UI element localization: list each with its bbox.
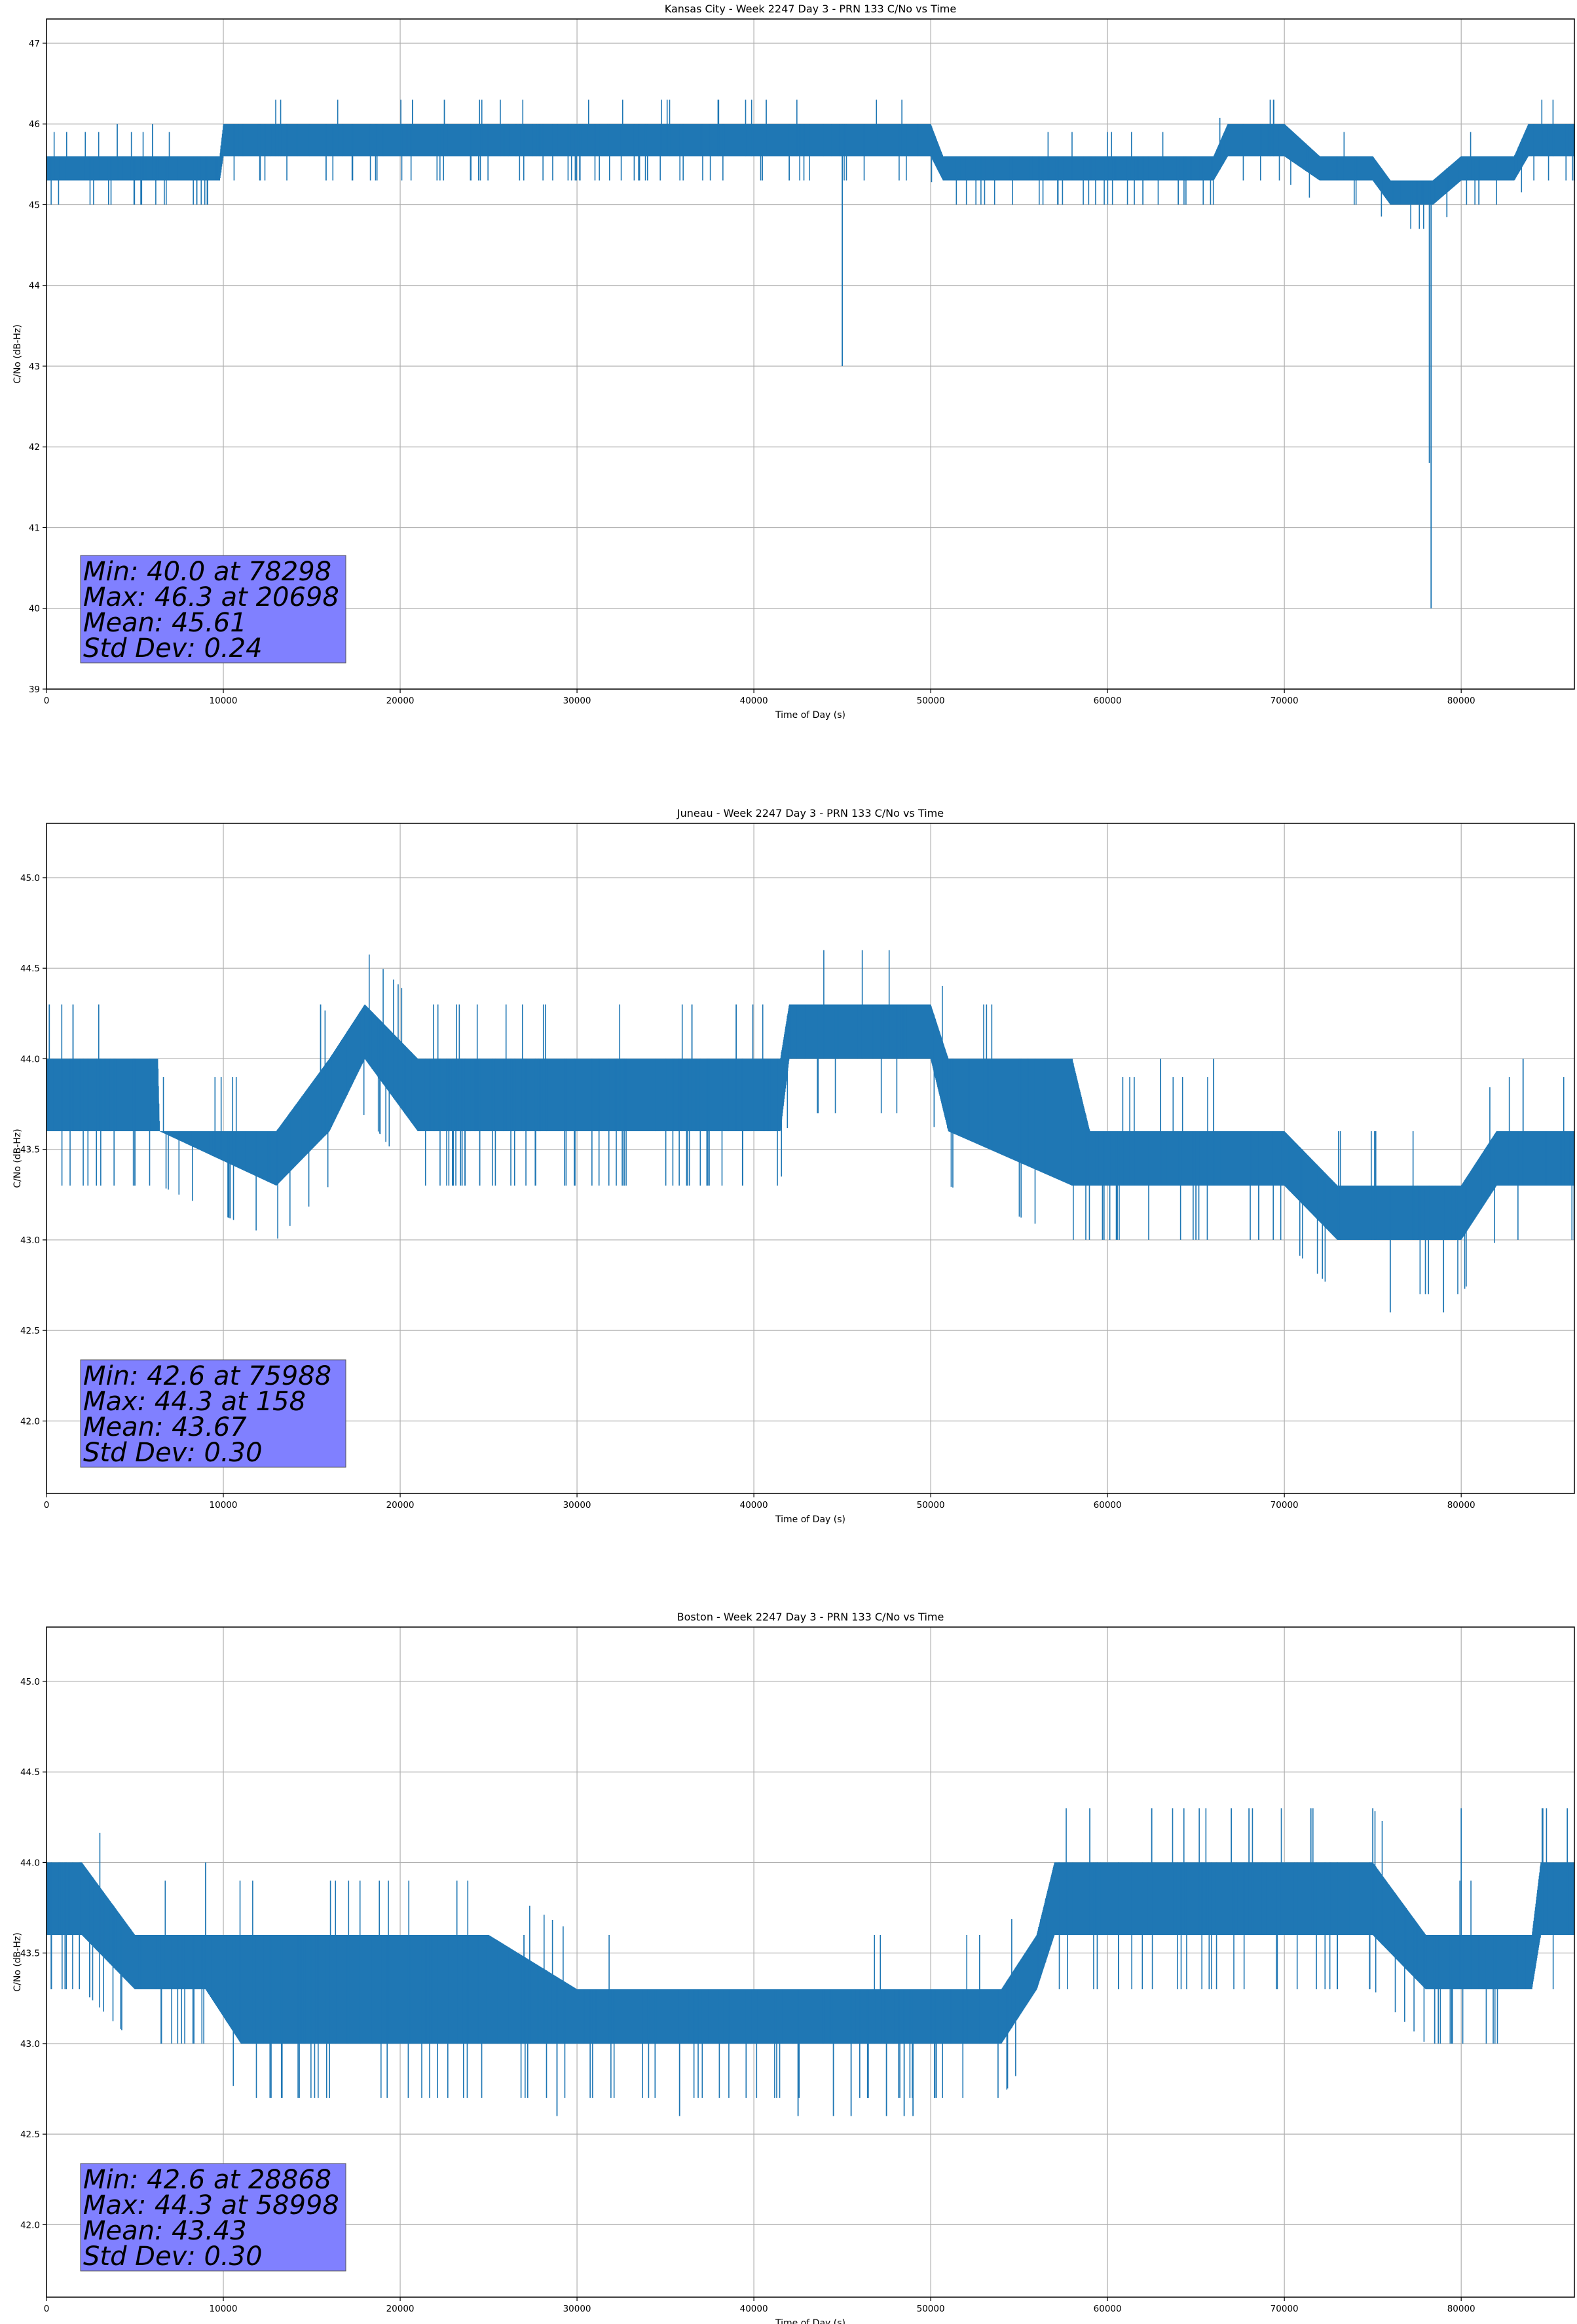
stats-line-1: Max: 46.3 at 20698: [83, 582, 339, 612]
ytick-label-5: 44.5: [20, 964, 40, 974]
x-axis-label: Time of Day (s): [775, 2318, 845, 2324]
chart-title: Boston - Week 2247 Day 3 - PRN 133 C/No …: [677, 1611, 944, 1623]
series-area: [46, 1004, 1574, 1240]
xtick-label-5: 50000: [917, 1500, 945, 1510]
series-area: [46, 124, 1574, 205]
xtick-label-8: 80000: [1447, 696, 1475, 706]
stats-line-2: Mean: 43.67: [83, 1412, 247, 1442]
ytick-label-5: 44: [29, 281, 40, 291]
ytick-label-1: 42.5: [20, 1326, 40, 1336]
ytick-label-6: 45.0: [20, 1677, 40, 1687]
stats-line-3: Std Dev: 0.24: [83, 633, 263, 664]
y-axis-label: C/No (dB-Hz): [12, 1129, 23, 1188]
stats-line-1: Max: 44.3 at 58998: [83, 2190, 339, 2221]
chart-2: 0 10000 20000 30000 40000 50000 60000 70000 8000…: [12, 807, 1575, 1525]
xtick-label-6: 60000: [1094, 2304, 1122, 2314]
ytick-label-0: 39: [29, 684, 40, 695]
stats-line-0: Min: 42.6 at 75988: [83, 1361, 331, 1391]
ytick-label-6: 45: [29, 200, 40, 210]
xtick-label-7: 70000: [1271, 1500, 1299, 1510]
ytick-label-5: 44.5: [20, 1767, 40, 1778]
xtick-label-5: 50000: [917, 696, 945, 706]
axes-frame: [46, 18, 1575, 690]
xtick-label-7: 70000: [1271, 696, 1299, 706]
xtick-label-4: 40000: [740, 696, 768, 706]
xtick-label-2: 20000: [386, 696, 415, 706]
stats-line-0: Min: 40.0 at 78298: [83, 557, 331, 587]
xtick-label-4: 40000: [740, 2304, 768, 2314]
ytick-label-2: 41: [29, 523, 40, 533]
xtick-label-0: 0: [44, 2304, 50, 2314]
xtick-label-6: 60000: [1094, 1500, 1122, 1510]
xtick-label-3: 30000: [563, 1500, 591, 1510]
ytick-label-4: 44.0: [20, 1858, 40, 1868]
xtick-label-7: 70000: [1271, 2304, 1299, 2314]
stats-line-3: Std Dev: 0.30: [83, 1438, 263, 1468]
xtick-label-0: 0: [44, 696, 50, 706]
axes-frame: [46, 1626, 1575, 2298]
xtick-label-0: 0: [44, 1500, 50, 1510]
xtick-label-5: 50000: [917, 2304, 945, 2314]
xtick-label-3: 30000: [563, 2304, 591, 2314]
ytick-label-3: 42: [29, 442, 40, 453]
stats-line-2: Mean: 43.43: [83, 2216, 247, 2246]
stats-box: [80, 1359, 346, 1468]
xtick-label-2: 20000: [386, 1500, 415, 1510]
ytick-label-2: 43.0: [20, 2039, 40, 2050]
xtick-label-1: 10000: [210, 2304, 238, 2314]
x-axis-label: Time of Day (s): [775, 1514, 845, 1525]
xtick-label-2: 20000: [386, 2304, 415, 2314]
xtick-label-6: 60000: [1094, 696, 1122, 706]
ytick-label-1: 42.5: [20, 2129, 40, 2140]
y-axis-label: C/No (dB-Hz): [12, 324, 23, 383]
ytick-label-3: 43.5: [20, 1145, 40, 1155]
ytick-label-6: 45.0: [20, 873, 40, 884]
x-axis-label: Time of Day (s): [775, 710, 845, 721]
stats-line-1: Max: 44.3 at 158: [83, 1387, 306, 1417]
ytick-label-1: 40: [29, 604, 40, 614]
ytick-label-8: 47: [29, 39, 40, 49]
xtick-label-1: 10000: [210, 696, 238, 706]
ytick-label-3: 43.5: [20, 1949, 40, 1959]
stats-box: [80, 2163, 346, 2272]
ytick-label-0: 42.0: [20, 2220, 40, 2230]
xtick-label-8: 80000: [1447, 1500, 1475, 1510]
axes-frame: [46, 823, 1575, 1494]
ytick-label-0: 42.0: [20, 1416, 40, 1427]
ytick-label-4: 44.0: [20, 1054, 40, 1064]
ytick-label-4: 43: [29, 362, 40, 372]
xtick-label-3: 30000: [563, 696, 591, 706]
chart-1: 0 10000 20000 30000 40000 50000 60000 70000 8000…: [12, 3, 1575, 721]
chart-title: Juneau - Week 2247 Day 3 - PRN 133 C/No …: [677, 807, 944, 819]
chart-3: 0 10000 20000 30000 40000 50000 60000 70000 8000…: [12, 1611, 1575, 2324]
stats-line-0: Min: 42.6 at 28868: [83, 2165, 331, 2195]
stats-line-2: Mean: 45.61: [83, 608, 247, 638]
chart-title: Kansas City - Week 2247 Day 3 - PRN 133 …: [665, 3, 956, 15]
stats-box: [80, 555, 346, 664]
xtick-label-8: 80000: [1447, 2304, 1475, 2314]
ytick-label-7: 46: [29, 119, 40, 130]
series-area: [46, 1862, 1574, 2044]
xtick-label-4: 40000: [740, 1500, 768, 1510]
y-axis-label: C/No (dB-Hz): [12, 1932, 23, 1991]
stats-line-3: Std Dev: 0.30: [83, 2241, 263, 2272]
ytick-label-2: 43.0: [20, 1235, 40, 1246]
xtick-label-1: 10000: [210, 1500, 238, 1510]
